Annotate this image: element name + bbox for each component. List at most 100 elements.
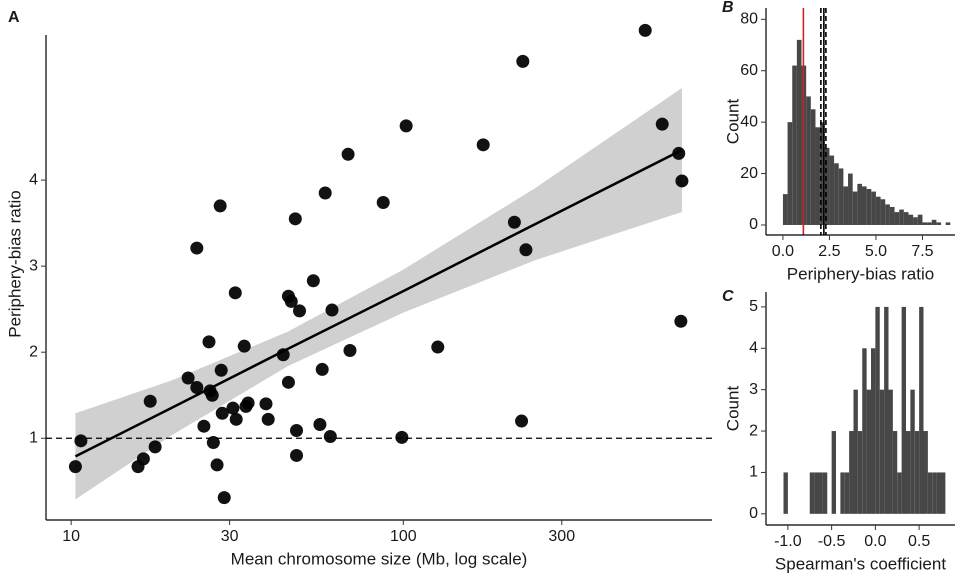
histogram-bar bbox=[844, 472, 850, 514]
histogram-bar bbox=[829, 155, 835, 225]
histogram-bar bbox=[857, 431, 863, 514]
y-tick-label: 0 bbox=[749, 505, 758, 522]
data-point bbox=[376, 195, 390, 209]
histogram-bar bbox=[906, 431, 911, 514]
histogram-bar bbox=[809, 472, 815, 514]
histogram-bar bbox=[814, 472, 819, 514]
y-tick-label: 4 bbox=[29, 171, 38, 188]
data-point bbox=[136, 452, 150, 466]
data-point bbox=[431, 340, 445, 354]
histogram-bar bbox=[834, 163, 839, 225]
histogram-bar bbox=[892, 431, 898, 514]
histogram-bar bbox=[917, 214, 923, 225]
histogram-bar bbox=[871, 191, 876, 225]
x-tick-label: -0.5 bbox=[818, 533, 846, 550]
histogram-bar bbox=[884, 306, 889, 514]
histogram-bar bbox=[897, 472, 902, 514]
histogram-bar bbox=[888, 389, 893, 514]
y-tick-label: 3 bbox=[29, 257, 38, 274]
y-tick-label: 2 bbox=[749, 422, 758, 439]
histogram-bar bbox=[782, 194, 788, 225]
y-tick-label: 0 bbox=[749, 216, 758, 233]
histogram-bar bbox=[822, 472, 828, 514]
histogram-bar bbox=[936, 472, 941, 514]
histogram-bar bbox=[927, 222, 932, 225]
histogram-bar bbox=[866, 389, 871, 514]
x-tick-label: -1.0 bbox=[774, 533, 802, 550]
histogram-bar bbox=[927, 472, 933, 514]
histogram-bar bbox=[783, 472, 788, 514]
x-tick-label: 0.0 bbox=[864, 533, 886, 550]
data-point bbox=[288, 212, 302, 226]
data-point bbox=[259, 397, 273, 411]
histogram-bar bbox=[796, 39, 802, 225]
histogram-bar bbox=[910, 389, 915, 514]
data-point bbox=[228, 286, 242, 300]
histogram-bar bbox=[885, 204, 890, 225]
x-tick-label: 0.5 bbox=[908, 533, 930, 550]
histogram-bar bbox=[831, 431, 836, 514]
data-point bbox=[655, 117, 669, 131]
histogram-bar bbox=[908, 214, 914, 225]
histogram-bar bbox=[919, 306, 924, 514]
data-point bbox=[315, 362, 329, 376]
data-point bbox=[341, 147, 355, 161]
y-tick-label: 60 bbox=[740, 62, 758, 79]
panel-label: A bbox=[8, 9, 20, 26]
histogram-bar bbox=[810, 109, 816, 225]
data-point bbox=[325, 303, 339, 317]
histogram-bar bbox=[875, 306, 880, 514]
histogram-bar bbox=[852, 191, 858, 225]
data-point bbox=[181, 371, 195, 385]
data-point bbox=[190, 380, 204, 394]
histogram-bar bbox=[824, 147, 830, 225]
y-axis-title: Count bbox=[723, 99, 742, 145]
data-point bbox=[226, 401, 240, 415]
panel-label: B bbox=[722, 0, 734, 16]
data-point bbox=[313, 417, 327, 431]
data-point bbox=[399, 119, 413, 133]
data-point bbox=[516, 54, 530, 68]
data-point bbox=[674, 314, 688, 328]
data-point bbox=[68, 460, 82, 474]
x-tick-label: 2.5 bbox=[818, 243, 840, 260]
histogram-bar bbox=[820, 122, 825, 225]
x-axis-title: Mean chromosome size (Mb, log scale) bbox=[231, 549, 528, 568]
histogram-bar bbox=[815, 127, 821, 225]
histogram-bar bbox=[889, 206, 895, 225]
data-point bbox=[237, 339, 251, 353]
y-tick-label: 5 bbox=[749, 298, 758, 315]
data-point bbox=[323, 430, 337, 444]
y-tick-label: 40 bbox=[740, 113, 758, 130]
data-point bbox=[284, 294, 298, 308]
histogram-bar bbox=[901, 306, 906, 514]
data-point bbox=[229, 412, 243, 426]
histogram-bar bbox=[931, 219, 937, 225]
data-point bbox=[675, 174, 689, 188]
data-point bbox=[202, 335, 216, 349]
data-point bbox=[290, 448, 304, 462]
y-tick-label: 80 bbox=[740, 11, 758, 28]
histogram-bar bbox=[853, 389, 858, 514]
data-point bbox=[74, 434, 88, 448]
histogram-bar bbox=[792, 65, 797, 225]
data-point bbox=[197, 419, 211, 433]
data-point bbox=[261, 412, 275, 426]
data-point bbox=[190, 241, 204, 255]
histogram-bar bbox=[871, 348, 876, 514]
histogram-bar bbox=[879, 389, 885, 514]
histogram-bar bbox=[922, 222, 928, 225]
confidence-band bbox=[75, 88, 682, 500]
data-point bbox=[143, 394, 157, 408]
data-point bbox=[213, 199, 227, 213]
histogram-bar bbox=[880, 199, 886, 225]
x-tick-label: 30 bbox=[221, 528, 239, 545]
histogram-bar bbox=[848, 173, 853, 225]
histogram-bar bbox=[861, 186, 867, 225]
y-tick-label: 3 bbox=[749, 381, 758, 398]
histogram-bar bbox=[932, 472, 937, 514]
histogram-bar bbox=[923, 431, 928, 514]
data-point bbox=[343, 343, 357, 357]
